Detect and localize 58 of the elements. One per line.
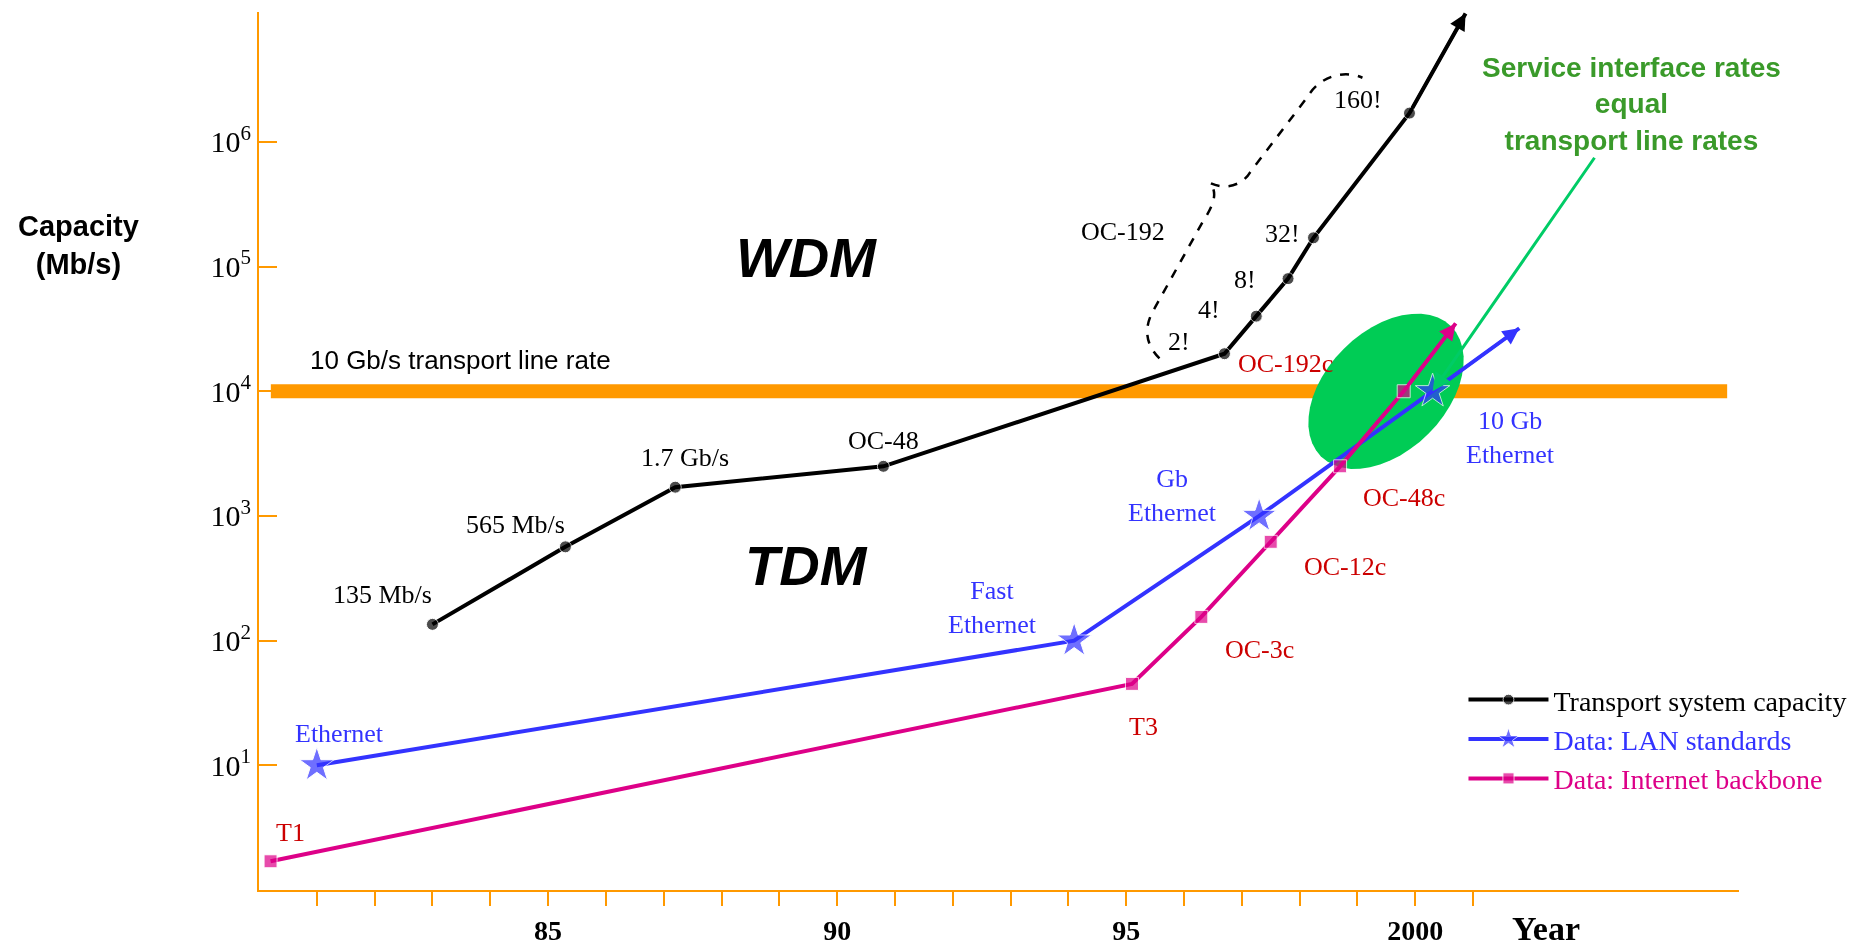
- y-tick-label: 10$^{1}$: [210, 744, 251, 782]
- annotation: 565 Mb/s: [466, 510, 565, 539]
- annotation: OC-48c: [1363, 483, 1446, 512]
- y-tick-label: 10$^{6}$: [210, 120, 251, 159]
- annotation: OC-192: [1081, 217, 1165, 246]
- annotation: T1: [276, 818, 305, 847]
- annotation: OC-48: [848, 426, 919, 455]
- y-tick-label: 10$^{5}$: [210, 245, 251, 284]
- point: [263, 854, 278, 869]
- point: [299, 746, 335, 781]
- annotation: TDM: [745, 534, 868, 597]
- x-axis-title: Year: [1512, 910, 1580, 940]
- y-axis-title: Capacity (Mb/s): [18, 210, 139, 280]
- annotation: Gb Ethernet: [1128, 464, 1217, 527]
- point: [1402, 106, 1416, 120]
- legend-label: Data: Internet backbone: [1553, 764, 1823, 796]
- point: [1217, 347, 1231, 361]
- point: [1333, 459, 1348, 474]
- x-tick-label: 90: [823, 914, 852, 940]
- point: [1194, 609, 1209, 624]
- annotation: Service interface rates equal transport line rates: [1482, 52, 1781, 156]
- annotation: T3: [1129, 712, 1158, 741]
- y-tick-label: 10$^{4}$: [210, 370, 252, 408]
- ref-line-label: 10 Gb/s transport line rate: [310, 345, 611, 375]
- annotation: 1.7 Gb/s: [641, 443, 730, 472]
- point: [1396, 384, 1411, 399]
- x-tick-label: 85: [534, 914, 563, 940]
- point: [558, 540, 572, 554]
- annotation: 2!: [1168, 327, 1190, 356]
- point: [1124, 676, 1139, 691]
- point: [1307, 231, 1320, 245]
- x-tick-label: 95: [1112, 914, 1141, 940]
- annotation: 160!: [1334, 85, 1382, 114]
- point: [1414, 372, 1451, 407]
- legend-label: Data: LAN standards: [1553, 724, 1792, 756]
- annotation: 135 Mb/s: [333, 580, 432, 609]
- annotation: 8!: [1234, 265, 1256, 294]
- x-tick-label: 2000: [1387, 914, 1444, 940]
- annotation: Fast Ethernet: [948, 576, 1037, 639]
- point: [1241, 497, 1277, 532]
- point: [1281, 272, 1295, 286]
- annotation: 32!: [1265, 219, 1300, 248]
- y-tick-label: 10$^{2}$: [210, 619, 251, 658]
- annotation: OC-192c: [1238, 349, 1334, 378]
- point: [876, 459, 890, 473]
- point: [1056, 621, 1092, 656]
- point: [1263, 534, 1278, 549]
- annotation: OC-3c: [1225, 635, 1295, 664]
- annotation: OC-12c: [1304, 552, 1387, 581]
- point: [425, 617, 439, 631]
- point: [668, 480, 682, 494]
- annotation: 10 Gb Ethernet: [1466, 406, 1555, 469]
- annotation: WDM: [736, 226, 878, 289]
- y-tick-label: 10$^{3}$: [210, 494, 251, 533]
- legend-label: Transport system capacity: [1553, 685, 1847, 717]
- point: [1249, 309, 1263, 323]
- annotation: Ethernet: [295, 719, 384, 748]
- annotation: 4!: [1198, 295, 1220, 324]
